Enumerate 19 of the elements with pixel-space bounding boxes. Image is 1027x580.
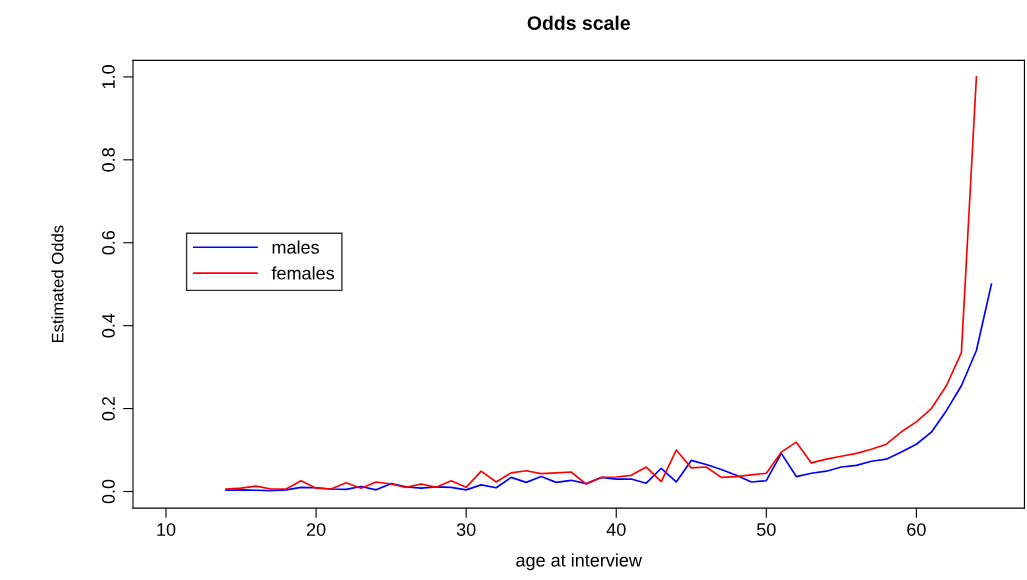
x-tick-label: 40 <box>606 523 626 536</box>
x-tick-label: 60 <box>907 523 926 536</box>
chart-title: Odds scale <box>527 15 630 30</box>
y-tick-label: 0.2 <box>102 396 115 421</box>
y-tick-label: 0.4 <box>102 313 115 338</box>
x-tick-label: 30 <box>456 523 476 536</box>
legend-label: males <box>272 240 319 254</box>
y-tick-label: 0.6 <box>102 230 115 255</box>
y-tick-label: 0.8 <box>102 148 115 172</box>
legend-label: females <box>271 266 335 280</box>
x-tick-label: 10 <box>157 523 176 536</box>
y-tick-label: 0.0 <box>102 479 115 504</box>
x-tick-label: 20 <box>306 523 326 536</box>
y-tick-label: 1.0 <box>102 65 115 89</box>
line-series <box>225 283 993 492</box>
y-axis-title: Estimated Odds <box>51 225 64 343</box>
x-tick-label: 50 <box>756 523 776 536</box>
line-series <box>225 76 978 490</box>
x-axis-title: age at interview <box>516 553 642 571</box>
